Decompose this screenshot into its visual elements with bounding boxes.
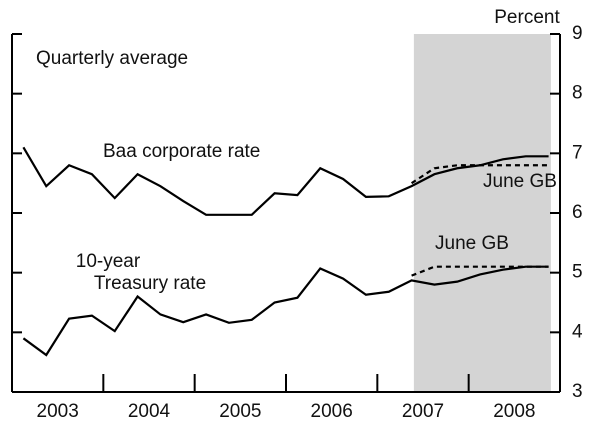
- x-tick-label: 2008: [493, 401, 535, 422]
- x-tick-label: 2003: [37, 401, 79, 422]
- x-tick-label: 2004: [128, 401, 171, 422]
- y-tick-label: 3: [572, 381, 583, 402]
- series-line: [22, 146, 549, 216]
- y-tick-label: 9: [572, 23, 583, 44]
- annotation: June GB: [435, 233, 509, 254]
- x-tick-label: 2006: [311, 401, 353, 422]
- x-tick-label: 2007: [402, 401, 444, 422]
- x-tick-label: 2005: [219, 401, 261, 422]
- series-line: [22, 265, 549, 357]
- annotation: Percent: [494, 7, 560, 28]
- annotation: Quarterly average: [36, 48, 188, 69]
- series-line: [410, 164, 549, 185]
- annotation: 10-year: [76, 251, 141, 272]
- annotation: Treasury rate: [94, 273, 206, 294]
- y-tick-label: 7: [572, 142, 583, 163]
- y-tick-label: 4: [572, 321, 583, 342]
- annotation: June GB: [483, 171, 557, 192]
- y-tick-label: 8: [572, 83, 583, 104]
- y-tick-label: 5: [572, 262, 583, 283]
- annotation: Baa corporate rate: [103, 141, 260, 162]
- projection-shade: [413, 34, 551, 392]
- y-tick-label: 6: [572, 202, 583, 223]
